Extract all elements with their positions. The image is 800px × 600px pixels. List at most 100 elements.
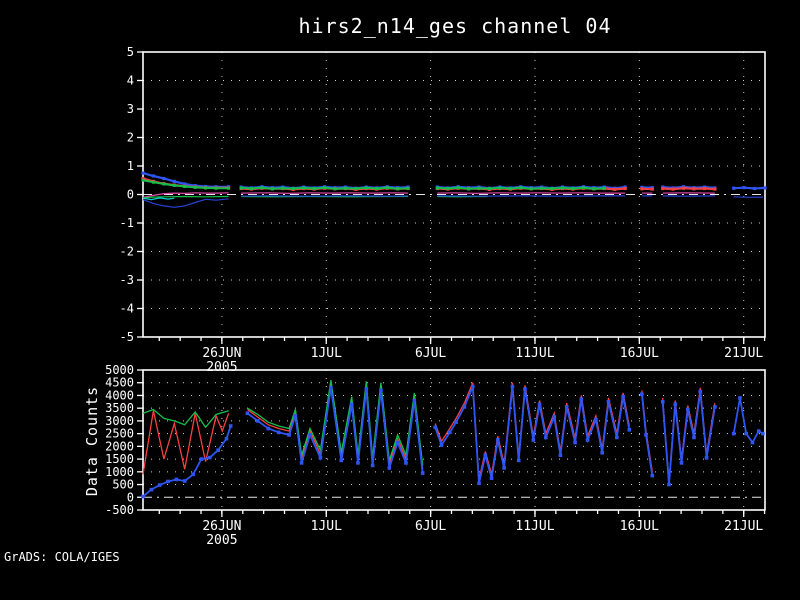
series-blue-markers: [733, 186, 766, 190]
marker-blue-counts: [704, 456, 709, 460]
y-tick-label: 4000: [105, 388, 134, 402]
marker-blue-counts: [496, 438, 500, 442]
marker-green-markers: [592, 187, 596, 191]
x-tick-label: 1JUL: [311, 519, 342, 534]
marker-blue-counts: [489, 476, 494, 480]
marker-blue-counts: [224, 436, 229, 441]
marker-green-markers: [446, 187, 450, 191]
marker-blue-counts: [216, 448, 220, 452]
series-red-counts: [142, 410, 230, 475]
marker-blue-counts: [379, 388, 383, 393]
marker-blue-counts: [679, 461, 684, 465]
marker-red-markers: [650, 187, 654, 191]
marker-blue-markers: [162, 176, 166, 181]
marker-blue-counts: [287, 433, 291, 437]
marker-green-markers: [571, 187, 575, 191]
marker-green-markers: [183, 185, 187, 189]
marker-blue-counts: [329, 386, 333, 390]
marker-blue-counts: [750, 440, 755, 445]
y-tick-label: 5000: [105, 363, 134, 377]
marker-green-markers: [529, 187, 533, 191]
x-tick-label: 6JUL: [415, 519, 446, 534]
y-tick-label: 2000: [105, 439, 134, 453]
marker-green-markers: [260, 186, 264, 190]
marker-blue-counts: [462, 405, 467, 409]
series-red-markers: [662, 187, 715, 191]
marker-blue-counts: [673, 402, 678, 407]
marker-blue-counts: [199, 457, 204, 461]
marker-green-markers: [281, 186, 285, 190]
y-tick-label: -3: [120, 273, 134, 287]
y-tick-label: 3: [127, 102, 134, 116]
marker-blue-counts: [191, 472, 195, 477]
marker-blue-counts: [573, 440, 577, 445]
series-blue-counts: [732, 397, 764, 445]
marker-blue-markers: [183, 182, 187, 186]
marker-green-markers: [602, 186, 606, 190]
series-green-counts: [247, 380, 424, 466]
marker-blue-counts: [149, 487, 154, 492]
marker-green-markers: [302, 186, 306, 190]
y-tick-label: -1: [120, 216, 134, 230]
marker-blue-counts: [395, 440, 400, 445]
marker-green-markers: [406, 186, 410, 190]
y-tick-label: -500: [105, 503, 134, 517]
marker-blue-counts: [640, 392, 644, 396]
marker-blue-counts: [731, 431, 736, 436]
marker-blue-counts: [356, 461, 360, 465]
marker-green-markers: [151, 180, 155, 184]
marker-red-markers: [141, 176, 145, 181]
series-magenta-line: [241, 192, 409, 195]
marker-blue-counts: [558, 453, 563, 458]
x-tick-label: 11JUL: [515, 519, 554, 534]
marker-blue-counts: [537, 402, 542, 407]
marker-blue-counts: [627, 428, 632, 432]
marker-blue-counts: [756, 429, 761, 433]
marker-blue-counts: [412, 398, 417, 403]
marker-green-markers: [204, 186, 208, 190]
marker-blue-counts: [544, 435, 548, 440]
y-tick-label: 2: [127, 131, 134, 145]
marker-green-markers: [162, 182, 166, 186]
marker-blue-counts: [266, 426, 271, 431]
marker-green-markers: [141, 178, 145, 182]
marker-green-markers: [193, 185, 197, 189]
y-tick-label: 500: [112, 478, 134, 492]
marker-green-markers: [250, 187, 254, 191]
marker-blue-counts: [621, 394, 625, 399]
y-tick-label: 4: [127, 74, 134, 88]
marker-green-markers: [354, 187, 358, 191]
marker-blue-counts: [564, 405, 569, 409]
marker-blue-counts: [276, 430, 281, 435]
x-tick-label: 21JUL: [724, 519, 763, 534]
marker-green-markers: [343, 186, 347, 190]
series-magenta-line: [142, 192, 229, 198]
marker-blue-counts: [207, 455, 212, 460]
series-blue-counts: [661, 391, 716, 485]
marker-blue-counts: [510, 384, 515, 389]
y-tick-label: 1000: [105, 465, 134, 479]
marker-blue-counts: [293, 414, 298, 418]
marker-blue-markers: [742, 186, 746, 190]
marker-blue-counts: [698, 389, 703, 394]
y-axis-label-data-counts: Data Counts: [83, 386, 101, 496]
marker-green-markers: [487, 187, 491, 191]
marker-blue-markers: [752, 186, 757, 191]
marker-blue-counts: [255, 419, 260, 423]
x-tick-label: 6JUL: [415, 346, 446, 361]
marker-blue-counts: [692, 435, 696, 440]
plot-frame: [142, 369, 766, 511]
series-green-line: [142, 195, 229, 199]
marker-blue-counts: [650, 473, 655, 478]
marker-blue-counts: [579, 397, 584, 402]
marker-blue-counts: [585, 438, 590, 442]
x-tick-label: 26JUN: [202, 519, 241, 534]
marker-blue-counts: [228, 424, 233, 428]
marker-green-markers: [396, 187, 400, 191]
marker-red-markers: [681, 186, 686, 190]
marker-blue-markers: [141, 171, 145, 175]
marker-blue-counts: [339, 458, 344, 463]
series-blue-counts: [246, 387, 424, 474]
marker-blue-counts: [615, 435, 619, 440]
